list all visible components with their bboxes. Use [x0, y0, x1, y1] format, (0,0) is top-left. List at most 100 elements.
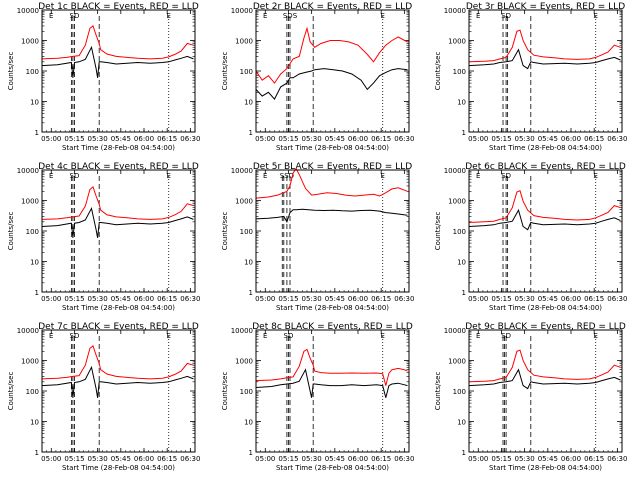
x-tick-label: 06:00	[348, 295, 368, 303]
y-axis-label: Counts/sec	[221, 52, 229, 91]
marker-annotation: SD	[501, 12, 511, 20]
x-tick-label: 05:15	[491, 455, 511, 463]
chart-panel-9: Det 9c BLACK = Events, RED = LLD 1 10 100 10…	[434, 322, 627, 472]
x-tick-label: 05:00	[255, 295, 275, 303]
x-tick-label: 06:30	[180, 295, 200, 303]
x-tick-label: 05:00	[255, 135, 275, 143]
y-tick-label: 1	[35, 289, 39, 297]
series-lld	[468, 190, 621, 223]
y-tick-label: 10000	[231, 327, 253, 335]
chart-title: Det 1c BLACK = Events, RED = LLD	[38, 2, 199, 12]
chart-panel-5: Det 5r BLACK = Events, RED = LLD 1 10 100 10…	[221, 162, 414, 312]
marker-annotation: E	[167, 12, 171, 20]
x-tick-label: 06:15	[371, 295, 391, 303]
plot-frame	[41, 329, 196, 453]
x-tick-label: 06:30	[607, 455, 627, 463]
x-axis-label: Start Time (28-Feb-08 04:54:00)	[276, 304, 389, 312]
series-events	[41, 45, 194, 78]
y-axis-label: Counts/sec	[221, 212, 229, 251]
y-tick-label: 1	[462, 289, 466, 297]
marker-annotation: SD	[70, 172, 80, 180]
y-tick-label: 1000	[235, 198, 253, 206]
x-axis-label: Start Time (28-Feb-08 04:54:00)	[489, 304, 602, 312]
y-tick-label: 10	[30, 259, 39, 267]
x-tick-label: 05:15	[278, 295, 298, 303]
x-tick-label: 06:15	[157, 455, 177, 463]
y-axis-label: Counts/sec	[7, 212, 15, 251]
series-events	[41, 365, 194, 398]
x-tick-label: 05:00	[41, 295, 61, 303]
x-axis-label: Start Time (28-Feb-08 04:54:00)	[62, 464, 175, 472]
marker-annotation: E	[594, 332, 598, 340]
x-tick-label: 05:45	[111, 295, 131, 303]
y-axis-label: Counts/sec	[7, 372, 15, 411]
x-tick-label: 06:00	[561, 295, 581, 303]
series-events	[255, 368, 408, 398]
x-tick-label: 06:00	[134, 295, 154, 303]
y-axis-label: Counts/sec	[434, 372, 442, 411]
x-tick-label: 05:45	[538, 135, 558, 143]
series-lld	[255, 348, 408, 386]
x-tick-label: 05:45	[325, 295, 345, 303]
y-tick-label: 100	[240, 228, 253, 236]
y-tick-label: 10	[30, 99, 39, 107]
x-tick-label: 05:15	[491, 135, 511, 143]
plot-frame	[468, 169, 623, 293]
x-tick-label: 05:30	[88, 295, 108, 303]
marker-annotation: E	[49, 332, 53, 340]
y-tick-label: 1000	[235, 38, 253, 46]
marker-annotation: SD	[70, 332, 80, 340]
y-tick-label: 100	[453, 68, 466, 76]
chart-title: Det 5r BLACK = Events, RED = LLD	[253, 162, 412, 172]
y-tick-label: 100	[240, 68, 253, 76]
chart-title: Det 6c BLACK = Events, RED = LLD	[465, 162, 626, 172]
marker-annotation: E	[381, 332, 385, 340]
series-lld	[41, 25, 194, 60]
y-tick-label: 10	[30, 419, 39, 427]
x-tick-label: 06:15	[157, 135, 177, 143]
marker-annotation: E	[594, 12, 598, 20]
y-tick-label: 1000	[448, 358, 466, 366]
x-tick-label: 05:30	[302, 295, 322, 303]
y-tick-label: 10000	[17, 7, 39, 15]
chart-title: Det 4c BLACK = Events, RED = LLD	[38, 162, 199, 172]
series-events	[255, 208, 408, 224]
y-tick-label: 1000	[448, 38, 466, 46]
y-tick-label: 100	[240, 388, 253, 396]
plot-frame	[255, 329, 410, 453]
y-tick-label: 100	[453, 228, 466, 236]
series-events	[468, 208, 621, 231]
marker-annotation: E	[476, 12, 480, 20]
y-tick-label: 100	[26, 388, 39, 396]
chart-title: Det 8c BLACK = Events, RED = LLD	[252, 322, 413, 332]
chart-panel-3: Det 3r BLACK = Events, RED = LLD 1 10 100 10…	[434, 2, 627, 152]
y-tick-label: 10000	[17, 167, 39, 175]
x-axis-label: Start Time (28-Feb-08 04:54:00)	[489, 464, 602, 472]
x-tick-label: 06:30	[394, 295, 414, 303]
series-lld	[468, 349, 621, 383]
y-axis-label: Counts/sec	[434, 212, 442, 251]
chart-title: Det 2r BLACK = Events, RED = LLD	[253, 2, 412, 12]
x-tick-label: 05:00	[468, 295, 488, 303]
x-tick-label: 06:30	[607, 295, 627, 303]
series-lld	[255, 26, 408, 84]
series-lld	[255, 167, 408, 199]
x-tick-label: 06:15	[371, 135, 391, 143]
y-tick-label: 10	[244, 259, 253, 267]
x-tick-label: 05:45	[111, 455, 131, 463]
x-tick-label: 05:30	[515, 135, 535, 143]
marker-annotation: E	[476, 332, 480, 340]
marker-annotation: E	[263, 172, 267, 180]
y-tick-label: 1	[249, 449, 253, 457]
x-tick-label: 05:30	[88, 135, 108, 143]
x-tick-label: 06:15	[584, 295, 604, 303]
y-tick-label: 1000	[21, 198, 39, 206]
x-axis-label: Start Time (28-Feb-08 04:54:00)	[276, 464, 389, 472]
y-tick-label: 1	[462, 129, 466, 137]
x-tick-label: 06:30	[607, 135, 627, 143]
chart-title: Det 9c BLACK = Events, RED = LLD	[465, 322, 626, 332]
marker-annotation: SD	[501, 332, 511, 340]
plot-frame	[468, 9, 623, 133]
y-tick-label: 10	[457, 419, 466, 427]
y-tick-label: 10000	[444, 167, 466, 175]
